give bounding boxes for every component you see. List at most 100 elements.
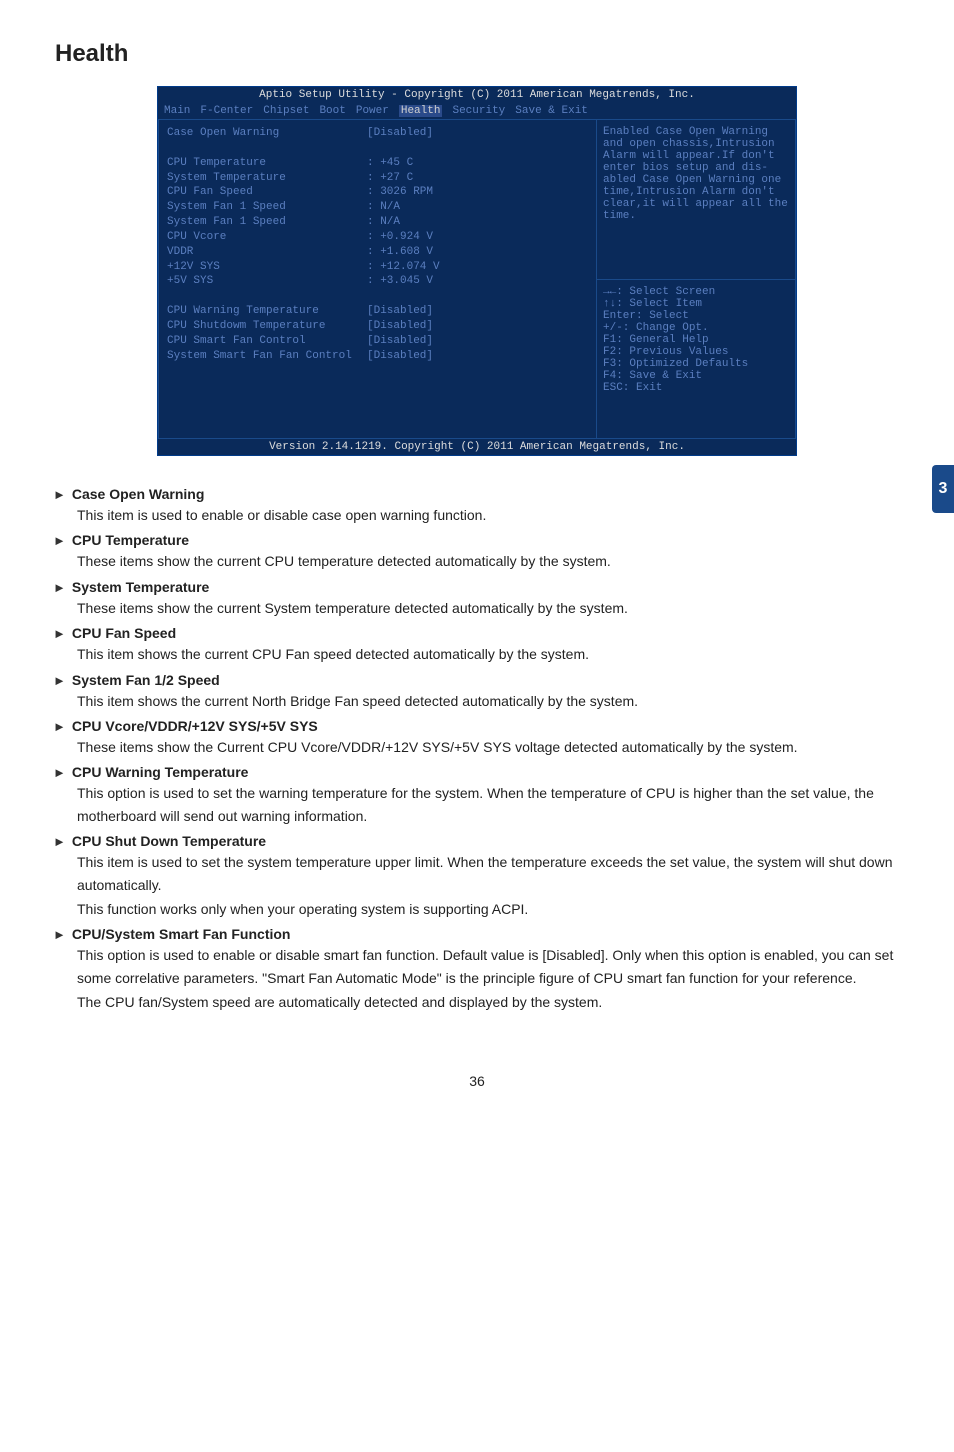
arrow-icon: ► xyxy=(53,927,66,942)
arrow-icon: ► xyxy=(53,487,66,502)
bios-row-value: : +45 C xyxy=(367,156,413,171)
doc-item-paragraph: The CPU fan/System speed are automatical… xyxy=(77,991,899,1013)
bios-help-line: clear,it will appear all the xyxy=(603,198,789,210)
bios-row: System Fan 1 Speed: N/A xyxy=(167,215,588,230)
bios-row-value: : +3.045 V xyxy=(367,274,433,289)
bios-footer: Version 2.14.1219. Copyright (C) 2011 Am… xyxy=(158,439,796,455)
bios-key-line: ESC: Exit xyxy=(603,382,789,394)
bios-row: System Temperature: +27 C xyxy=(167,171,588,186)
bios-help-line: time,Intrusion Alarm don't xyxy=(603,186,789,198)
doc-item-title: System Temperature xyxy=(72,579,209,595)
doc-item-paragraph: This item shows the current CPU Fan spee… xyxy=(77,643,899,665)
doc-item: ►System Fan 1/2 Speed This item shows the… xyxy=(55,672,899,712)
bios-right-panel: Enabled Case Open Warningand open chassi… xyxy=(596,119,796,439)
bios-row: CPU Shutdowm Temperature[Disabled] xyxy=(167,319,588,334)
bios-key-line: Enter: Select xyxy=(603,310,789,322)
bios-row-label: CPU Temperature xyxy=(167,156,367,171)
bios-key-line: F1: General Help xyxy=(603,334,789,346)
bios-key-line: →←: Select Screen xyxy=(603,286,789,298)
doc-item-paragraph: This item shows the current North Bridge… xyxy=(77,690,899,712)
doc-item-title: CPU/System Smart Fan Function xyxy=(72,926,291,942)
bios-row-value: : +0.924 V xyxy=(367,230,433,245)
doc-item-title: CPU Vcore/VDDR/+12V SYS/+5V SYS xyxy=(72,718,318,734)
doc-item: ►CPU Fan Speed This item shows the curren… xyxy=(55,625,899,665)
bios-help-line: and open chassis,Intrusion xyxy=(603,138,789,150)
bios-help-line: enter bios setup and dis- xyxy=(603,162,789,174)
arrow-icon: ► xyxy=(53,533,66,548)
doc-item-paragraph: This option is used to enable or disable… xyxy=(77,944,899,989)
bios-row xyxy=(167,141,588,156)
bios-row: CPU Warning Temperature[Disabled] xyxy=(167,304,588,319)
bios-key-line: F2: Previous Values xyxy=(603,346,789,358)
doc-item-paragraph: This item is used to enable or disable c… xyxy=(77,504,899,526)
doc-item-heading: ►Case Open Warning xyxy=(55,486,899,502)
bios-help-line: time. xyxy=(603,210,789,222)
doc-item: ►Case Open Warning This item is used to e… xyxy=(55,486,899,526)
arrow-icon: ► xyxy=(53,626,66,641)
bios-row: VDDR: +1.608 V xyxy=(167,245,588,260)
doc-item-title: CPU Temperature xyxy=(72,532,189,548)
bios-help-line: Alarm will appear.If don't xyxy=(603,150,789,162)
bios-row: CPU Temperature: +45 C xyxy=(167,156,588,171)
bios-row-value: : N/A xyxy=(367,200,400,215)
bios-row: System Smart Fan Fan Control[Disabled] xyxy=(167,349,588,364)
bios-row-value: [Disabled] xyxy=(367,334,433,349)
doc-item: ►CPU Warning TemperatureThis option is u… xyxy=(55,764,899,827)
bios-row-label: System Smart Fan Fan Control xyxy=(167,349,367,364)
bios-keys-panel: →←: Select Screen↑↓: Select ItemEnter: S… xyxy=(597,280,795,439)
bios-row-label: System Fan 1 Speed xyxy=(167,215,367,230)
bios-row-value: [Disabled] xyxy=(367,319,433,334)
bios-row-value: [Disabled] xyxy=(367,126,433,141)
doc-item-heading: ► CPU/System Smart Fan Function xyxy=(55,926,899,942)
doc-item-heading: ► System Temperature xyxy=(55,579,899,595)
doc-item-title: CPU Warning Temperature xyxy=(72,764,249,780)
doc-item-heading: ►System Fan 1/2 Speed xyxy=(55,672,899,688)
bios-row xyxy=(167,289,588,304)
bios-menu-item: Main xyxy=(164,105,190,117)
bios-row: CPU Vcore: +0.924 V xyxy=(167,230,588,245)
chapter-tab: 3 xyxy=(932,465,954,513)
bios-menu-item: F-Center xyxy=(200,105,253,117)
doc-item-heading: ► CPU Warning Temperature xyxy=(55,764,899,780)
arrow-icon: ► xyxy=(53,765,66,780)
bios-row: System Fan 1 Speed: N/A xyxy=(167,200,588,215)
bios-key-line: +/-: Change Opt. xyxy=(603,322,789,334)
bios-menu-item: Power xyxy=(356,105,389,117)
doc-item-heading: ► CPU Vcore/VDDR/+12V SYS/+5V SYS xyxy=(55,718,899,734)
doc-item-paragraph: This item is used to set the system temp… xyxy=(77,851,899,896)
arrow-icon: ► xyxy=(53,580,66,595)
bios-row-label: +5V SYS xyxy=(167,274,367,289)
bios-menu: MainF-CenterChipsetBootPowerHealthSecuri… xyxy=(158,103,796,119)
bios-menu-item: Save & Exit xyxy=(515,105,588,117)
doc-item: ► CPU Shut Down Temperature This item is u… xyxy=(55,833,899,920)
bios-menu-item: Health xyxy=(399,105,443,117)
bios-menu-item: Security xyxy=(452,105,505,117)
bios-row: +5V SYS: +3.045 V xyxy=(167,274,588,289)
arrow-icon: ► xyxy=(53,719,66,734)
doc-item-paragraph: These items show the current CPU tempera… xyxy=(77,550,899,572)
bios-screenshot: Aptio Setup Utility - Copyright (C) 2011… xyxy=(157,86,797,456)
bios-row: CPU Fan Speed: 3026 RPM xyxy=(167,185,588,200)
arrow-icon: ► xyxy=(53,834,66,849)
bios-row-label: CPU Warning Temperature xyxy=(167,304,367,319)
page-number: 36 xyxy=(55,1073,899,1089)
bios-row-value: : 3026 RPM xyxy=(367,185,433,200)
doc-item-paragraph: This function works only when your opera… xyxy=(77,898,899,920)
bios-row-value: : +1.608 V xyxy=(367,245,433,260)
doc-item-paragraph: These items show the Current CPU Vcore/V… xyxy=(77,736,899,758)
bios-menu-item: Boot xyxy=(319,105,345,117)
doc-item-title: CPU Shut Down Temperature xyxy=(72,833,266,849)
bios-row-label: System Temperature xyxy=(167,171,367,186)
bios-left-panel: Case Open Warning[Disabled] CPU Temperat… xyxy=(158,119,596,439)
bios-help-line: abled Case Open Warning one xyxy=(603,174,789,186)
doc-item: ► CPU Temperature These items show the cur… xyxy=(55,532,899,572)
doc-item-heading: ►CPU Fan Speed xyxy=(55,625,899,641)
bios-row-value: : +27 C xyxy=(367,171,413,186)
bios-row-value: [Disabled] xyxy=(367,349,433,364)
arrow-icon: ► xyxy=(53,673,66,688)
bios-row-value: : +12.074 V xyxy=(367,260,440,275)
bios-help-panel: Enabled Case Open Warningand open chassi… xyxy=(597,120,795,280)
bios-row: +12V SYS: +12.074 V xyxy=(167,260,588,275)
doc-item-heading: ► CPU Shut Down Temperature xyxy=(55,833,899,849)
bios-row: CPU Smart Fan Control[Disabled] xyxy=(167,334,588,349)
